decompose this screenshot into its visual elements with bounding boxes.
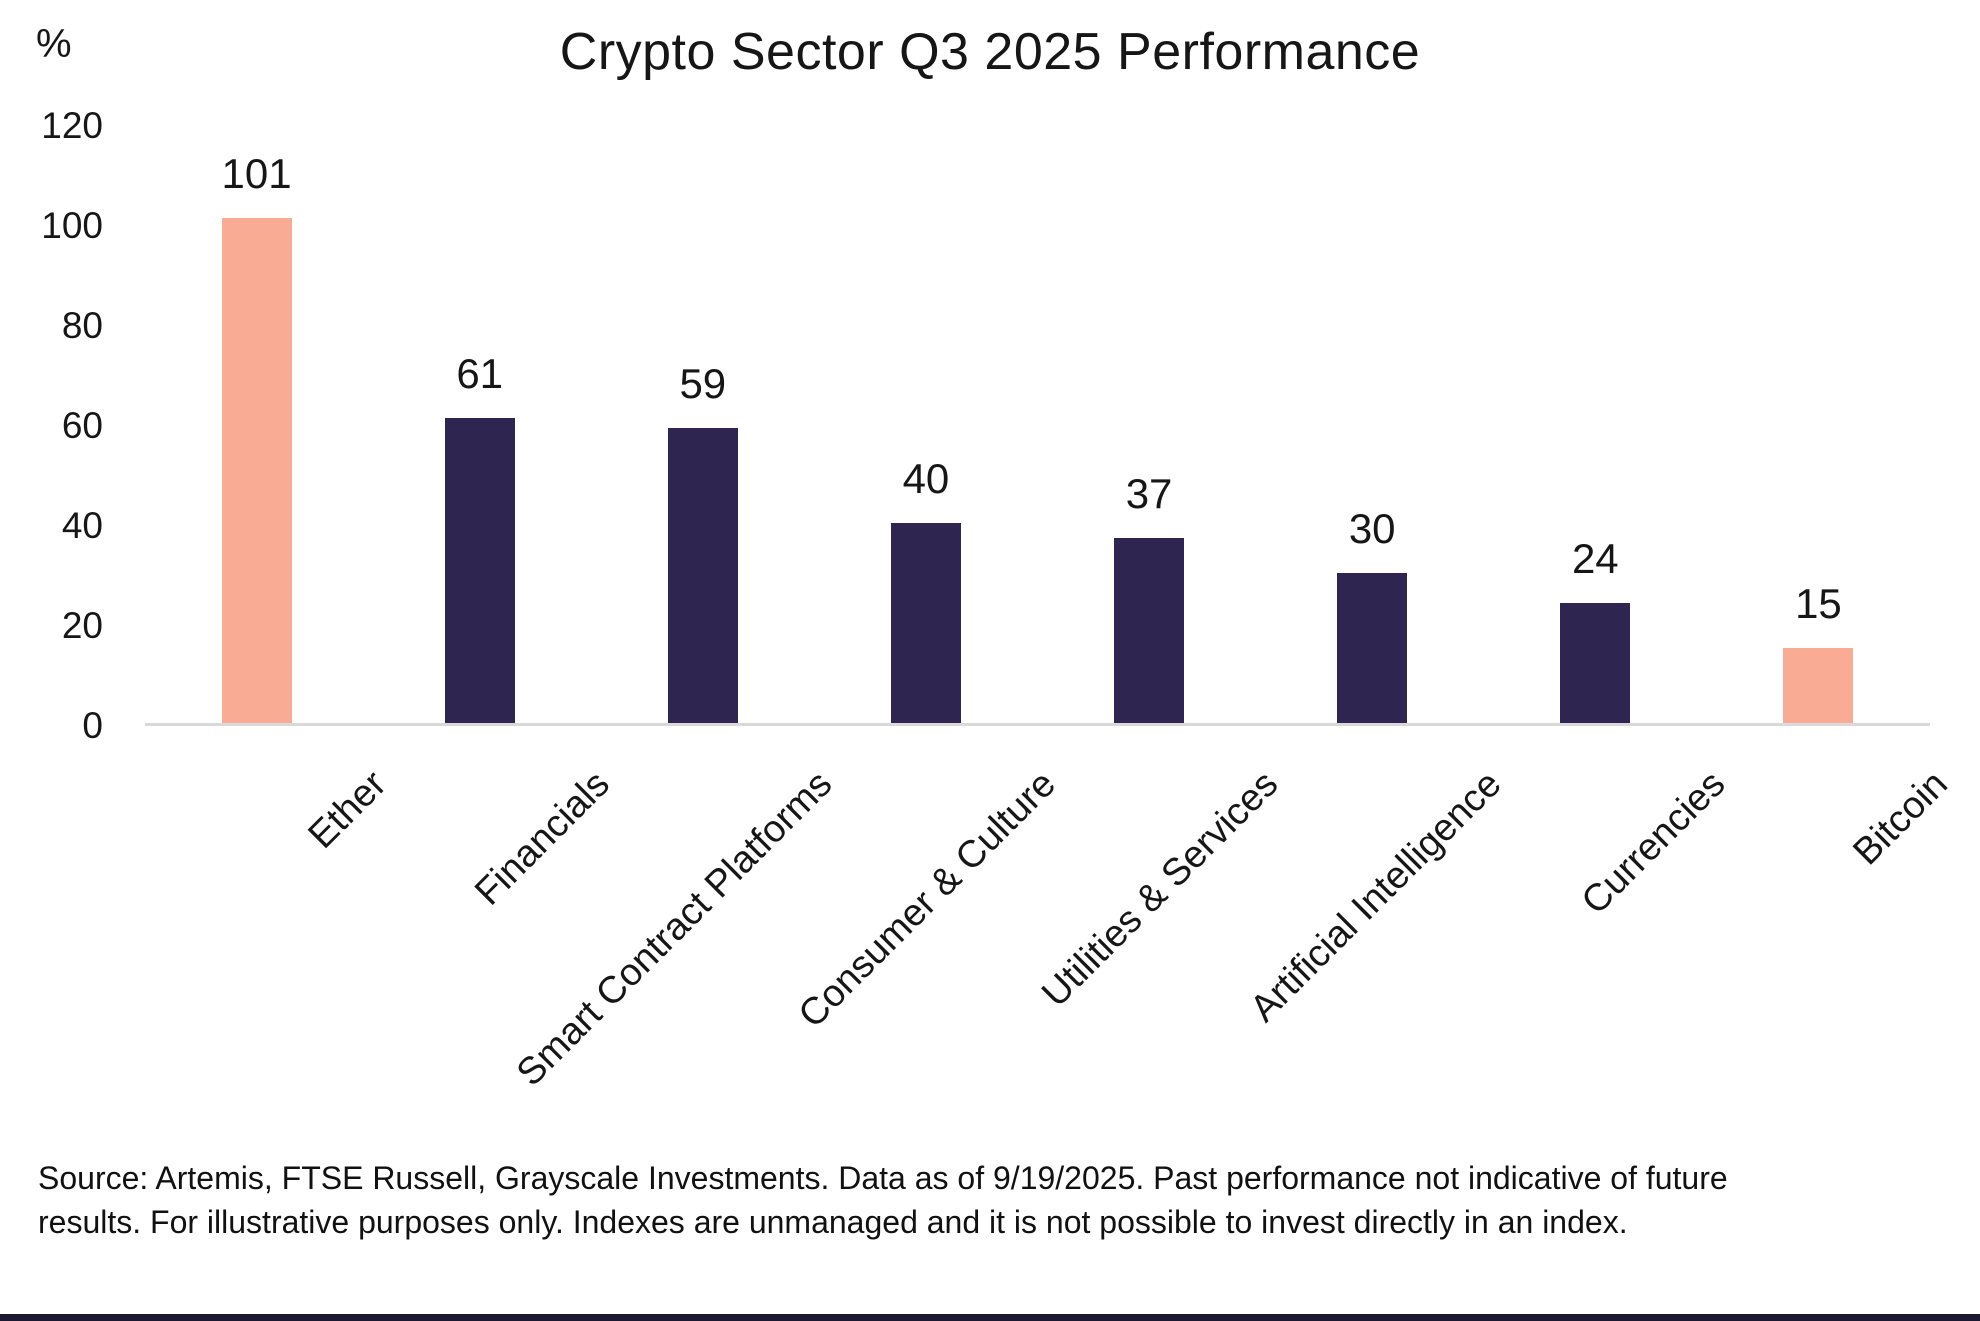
bar-value-label: 59 bbox=[679, 360, 727, 407]
bottom-accent-bar bbox=[0, 1314, 1980, 1321]
x-axis-category-label: Currencies bbox=[1573, 763, 1734, 923]
bar-group-bitcoin: 15 Bitcoin bbox=[1707, 126, 1956, 873]
bar-value-label: 24 bbox=[1571, 535, 1619, 582]
x-axis-category-label: Utilities & Services bbox=[1034, 763, 1287, 1016]
bar-value-label: 37 bbox=[1125, 470, 1173, 517]
x-axis-category-label: Artificial Intelligence bbox=[1242, 763, 1510, 1031]
x-axis-category-label: Financials bbox=[466, 763, 618, 914]
x-axis-category-label: Ether bbox=[300, 763, 395, 857]
bar-value-label: 30 bbox=[1348, 505, 1396, 552]
y-axis-tick-label: 100 bbox=[41, 205, 103, 246]
y-axis-tick-label: 20 bbox=[61, 605, 103, 646]
bar-group-consumer-culture: 40 Consumer & Culture bbox=[791, 126, 1064, 1037]
source-note: Source: Artemis, FTSE Russell, Grayscale… bbox=[38, 1160, 1728, 1240]
y-axis-tick-label: 0 bbox=[82, 705, 103, 746]
bar-value-label: 101 bbox=[221, 150, 292, 197]
bar-series: 101 Ether 61 Financials 59 Smart Contract Pla… bbox=[145, 126, 1957, 1095]
bar-artificial-intelligence bbox=[1337, 573, 1408, 723]
bar-group-smart-contract-platforms: 59 Smart Contract Platforms bbox=[509, 126, 840, 1095]
bar-consumer-culture bbox=[890, 523, 961, 723]
bar-value-label: 61 bbox=[456, 350, 504, 397]
y-axis-unit-label: % bbox=[36, 22, 72, 66]
x-axis-category-label: Consumer & Culture bbox=[790, 763, 1064, 1037]
x-axis-category-label: Bitcoin bbox=[1845, 763, 1957, 874]
bar-group-utilities-services: 37 Utilities & Services bbox=[1035, 126, 1287, 1016]
chart-title: Crypto Sector Q3 2025 Performance bbox=[559, 23, 1421, 81]
bar-bitcoin bbox=[1783, 648, 1854, 723]
bar-ether bbox=[221, 218, 292, 723]
y-axis-tick-label: 120 bbox=[41, 105, 103, 146]
plot-area: 101 Ether 61 Financials 59 Smart Contract Pla… bbox=[41, 106, 1957, 1095]
y-axis-tick-label: 40 bbox=[61, 505, 103, 546]
y-axis-tick-label: 80 bbox=[61, 305, 103, 346]
bar-group-currencies: 24 Currencies bbox=[1484, 126, 1733, 923]
y-axis-tick-label: 60 bbox=[61, 405, 103, 446]
bar-utilities-services bbox=[1114, 538, 1185, 723]
bar-financials bbox=[444, 418, 515, 723]
bar-smart-contract-platforms bbox=[667, 428, 738, 723]
bar-value-label: 40 bbox=[902, 455, 950, 502]
bar-group-financials: 61 Financials bbox=[368, 126, 617, 914]
bar-group-artificial-intelligence: 30 Artificial Intelligence bbox=[1243, 126, 1510, 1031]
bar-currencies bbox=[1560, 603, 1631, 723]
bar-group-ether: 101 Ether bbox=[145, 126, 395, 857]
bar-value-label: 15 bbox=[1795, 580, 1842, 627]
